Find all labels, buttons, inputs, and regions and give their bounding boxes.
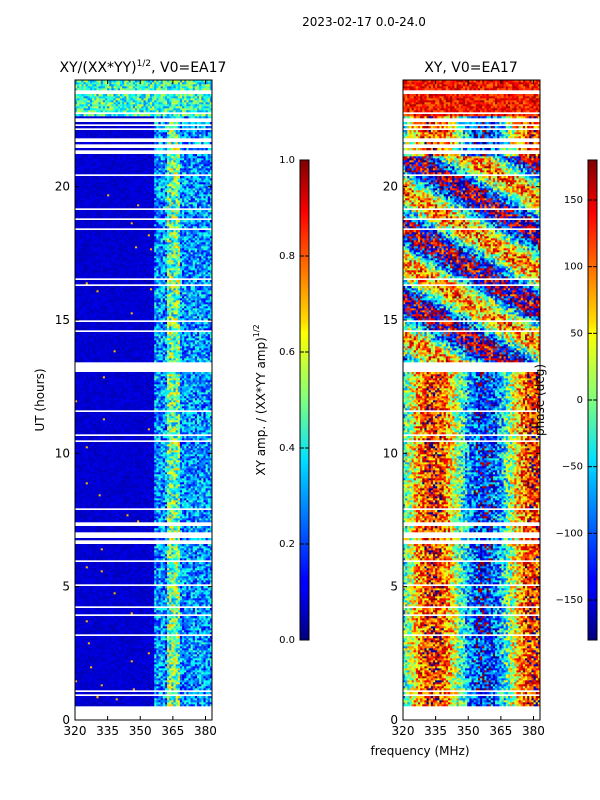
colorbar-tick-label: 0: [577, 395, 583, 406]
amplitude-title: XY/(XX*YY)1/2, V0=EA17: [60, 59, 227, 76]
amplitude-colorbar-label: XY amp. / (XX*YY amp)1/2: [252, 324, 268, 475]
x-tick-label: 335: [424, 724, 447, 738]
colorbar-tick-label: −50: [562, 462, 583, 473]
x-tick-label: 380: [194, 724, 217, 738]
phase-title: XY, V0=EA17: [424, 60, 518, 76]
x-tick-label: 365: [161, 724, 184, 738]
colorbar-tick-label: 0.6: [279, 347, 295, 358]
y-tick-label: 10: [383, 446, 398, 460]
colorbar-tick-label: 1.0: [279, 155, 295, 166]
colorbar-tick-label: 0.0: [279, 635, 295, 646]
x-tick-label: 380: [522, 724, 545, 738]
phase-xlabel: frequency (MHz): [370, 744, 469, 758]
colorbar-tick-label: −100: [556, 528, 583, 539]
colorbar-tick-label: 0.2: [279, 539, 295, 550]
y-tick-label: 20: [55, 180, 70, 194]
amplitude-ylabel: UT (hours): [33, 368, 47, 431]
amplitude-panel: XY/(XX*YY)1/2, V0=EA17 320 335 350 365 38005…: [33, 59, 226, 738]
figure-suptitle: 2023-02-17 0.0-24.0: [302, 15, 426, 29]
colorbar-tick-label: 50: [570, 328, 583, 339]
x-tick-label: 335: [96, 724, 119, 738]
amplitude-colorbar: 0.0 0.2 0.4 0.6 0.8 1.0 XY amp. / (XX*YY amp)…: [252, 155, 309, 646]
colorbar-tick-label: 0.8: [279, 251, 295, 262]
phase-colorbar: −150 −100 −50 0 50 100 150 phase (deg): [533, 160, 597, 640]
figure: 2023-02-17 0.0-24.0 XY/(XX*YY)1/2, V0=EA…: [0, 0, 600, 800]
amplitude-heatmap: [75, 80, 212, 706]
y-tick-label: 0: [62, 713, 70, 727]
phase-heatmap: [403, 80, 540, 706]
x-tick-label: 350: [129, 724, 152, 738]
y-tick-label: 10: [55, 446, 70, 460]
y-tick-label: 0: [390, 713, 398, 727]
colorbar-tick-label: −150: [556, 595, 583, 606]
colorbar-tick-label: 0.4: [279, 443, 295, 454]
y-tick-label: 15: [383, 313, 398, 327]
amplitude-colorbar-gradient: [300, 160, 309, 640]
y-tick-label: 15: [55, 313, 70, 327]
x-tick-label: 365: [489, 724, 512, 738]
colorbar-tick-label: 100: [564, 262, 583, 273]
y-tick-label: 20: [383, 180, 398, 194]
colorbar-tick-label: 150: [564, 195, 583, 206]
phase-colorbar-label: phase (deg): [533, 364, 547, 436]
y-tick-label: 5: [62, 580, 70, 594]
y-tick-label: 5: [390, 580, 398, 594]
x-tick-label: 350: [457, 724, 480, 738]
